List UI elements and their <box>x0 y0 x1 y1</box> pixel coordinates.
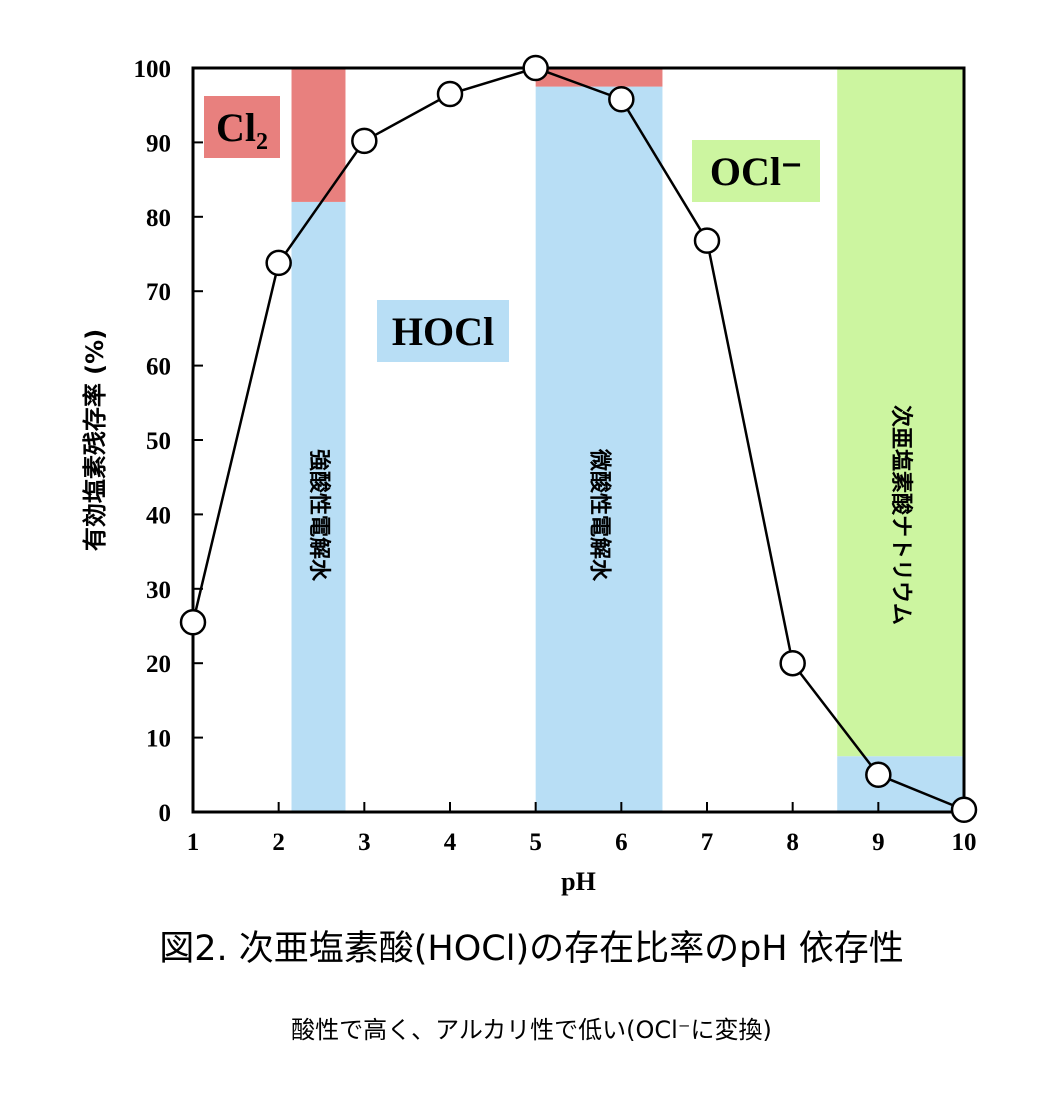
x-tick-label: 4 <box>444 829 457 856</box>
band-label-2: 微酸性電解水 <box>587 448 613 582</box>
data-point <box>265 249 292 277</box>
species-box-3 <box>692 140 820 202</box>
chart: 強酸性電解水 微酸性電解水 次亜塩素酸ナトリウム Cl₂ HOCl OCl⁻ 1 2 3 4 5… <box>81 54 978 896</box>
species-box-1 <box>204 96 280 158</box>
y-tick-label: 90 <box>146 130 171 157</box>
data-point <box>522 54 549 82</box>
series-line <box>191 66 965 811</box>
band-label-3: 次亜塩素酸ナトリウム <box>888 405 914 625</box>
band-2-upper <box>535 68 663 87</box>
data-point <box>950 796 978 824</box>
x-tick-label: 5 <box>529 829 542 856</box>
x-tick-label: 9 <box>872 829 885 856</box>
x-tick-label: 8 <box>786 829 799 856</box>
species-box-2 <box>377 300 509 362</box>
x-tick-label: 7 <box>701 829 714 856</box>
y-tick-label: 50 <box>146 428 171 455</box>
species-label-2: HOCl <box>392 309 494 354</box>
y-tick-label: 10 <box>146 726 171 753</box>
figure-caption: 図2. 次亜塩素酸(HOCl)の存在比率のpH 依存性 <box>159 929 904 969</box>
species-label-3: OCl⁻ <box>710 149 802 194</box>
x-tick-label: 2 <box>272 829 285 856</box>
data-point <box>865 761 892 789</box>
band-label-1: 強酸性電解水 <box>306 449 332 582</box>
y-tick-label: 20 <box>146 651 171 678</box>
data-point <box>608 85 635 113</box>
data-point <box>779 649 806 677</box>
x-tick-label: 3 <box>358 829 371 856</box>
data-point <box>351 127 378 155</box>
y-tick-label: 70 <box>146 279 171 306</box>
y-tick-label: 0 <box>159 800 172 827</box>
data-point <box>436 80 464 108</box>
band-1-upper <box>291 68 346 202</box>
y-tick-label: 30 <box>146 577 171 604</box>
y-tick-label: 100 <box>134 56 172 83</box>
figure-subcaption: 酸性で高く、アルカリ性で低い(OCl⁻に変換) <box>291 1016 772 1044</box>
x-tick-label: 1 <box>187 829 200 856</box>
x-tick-label: 6 <box>615 829 628 856</box>
band-2-lower <box>535 86 663 813</box>
data-point <box>179 609 207 636</box>
data-point <box>693 227 721 254</box>
y-axis-title: 有効塩素残存率 (%) <box>81 329 109 551</box>
y-tick-label: 80 <box>146 205 171 232</box>
species-label-1: Cl₂ <box>216 105 268 150</box>
x-tick-label: 10 <box>952 829 977 856</box>
y-tick-label: 60 <box>146 354 171 381</box>
y-tick-label: 40 <box>146 502 171 529</box>
band-1-lower <box>291 201 346 813</box>
band-3-upper <box>837 68 964 757</box>
x-axis-title: pH <box>561 867 596 896</box>
